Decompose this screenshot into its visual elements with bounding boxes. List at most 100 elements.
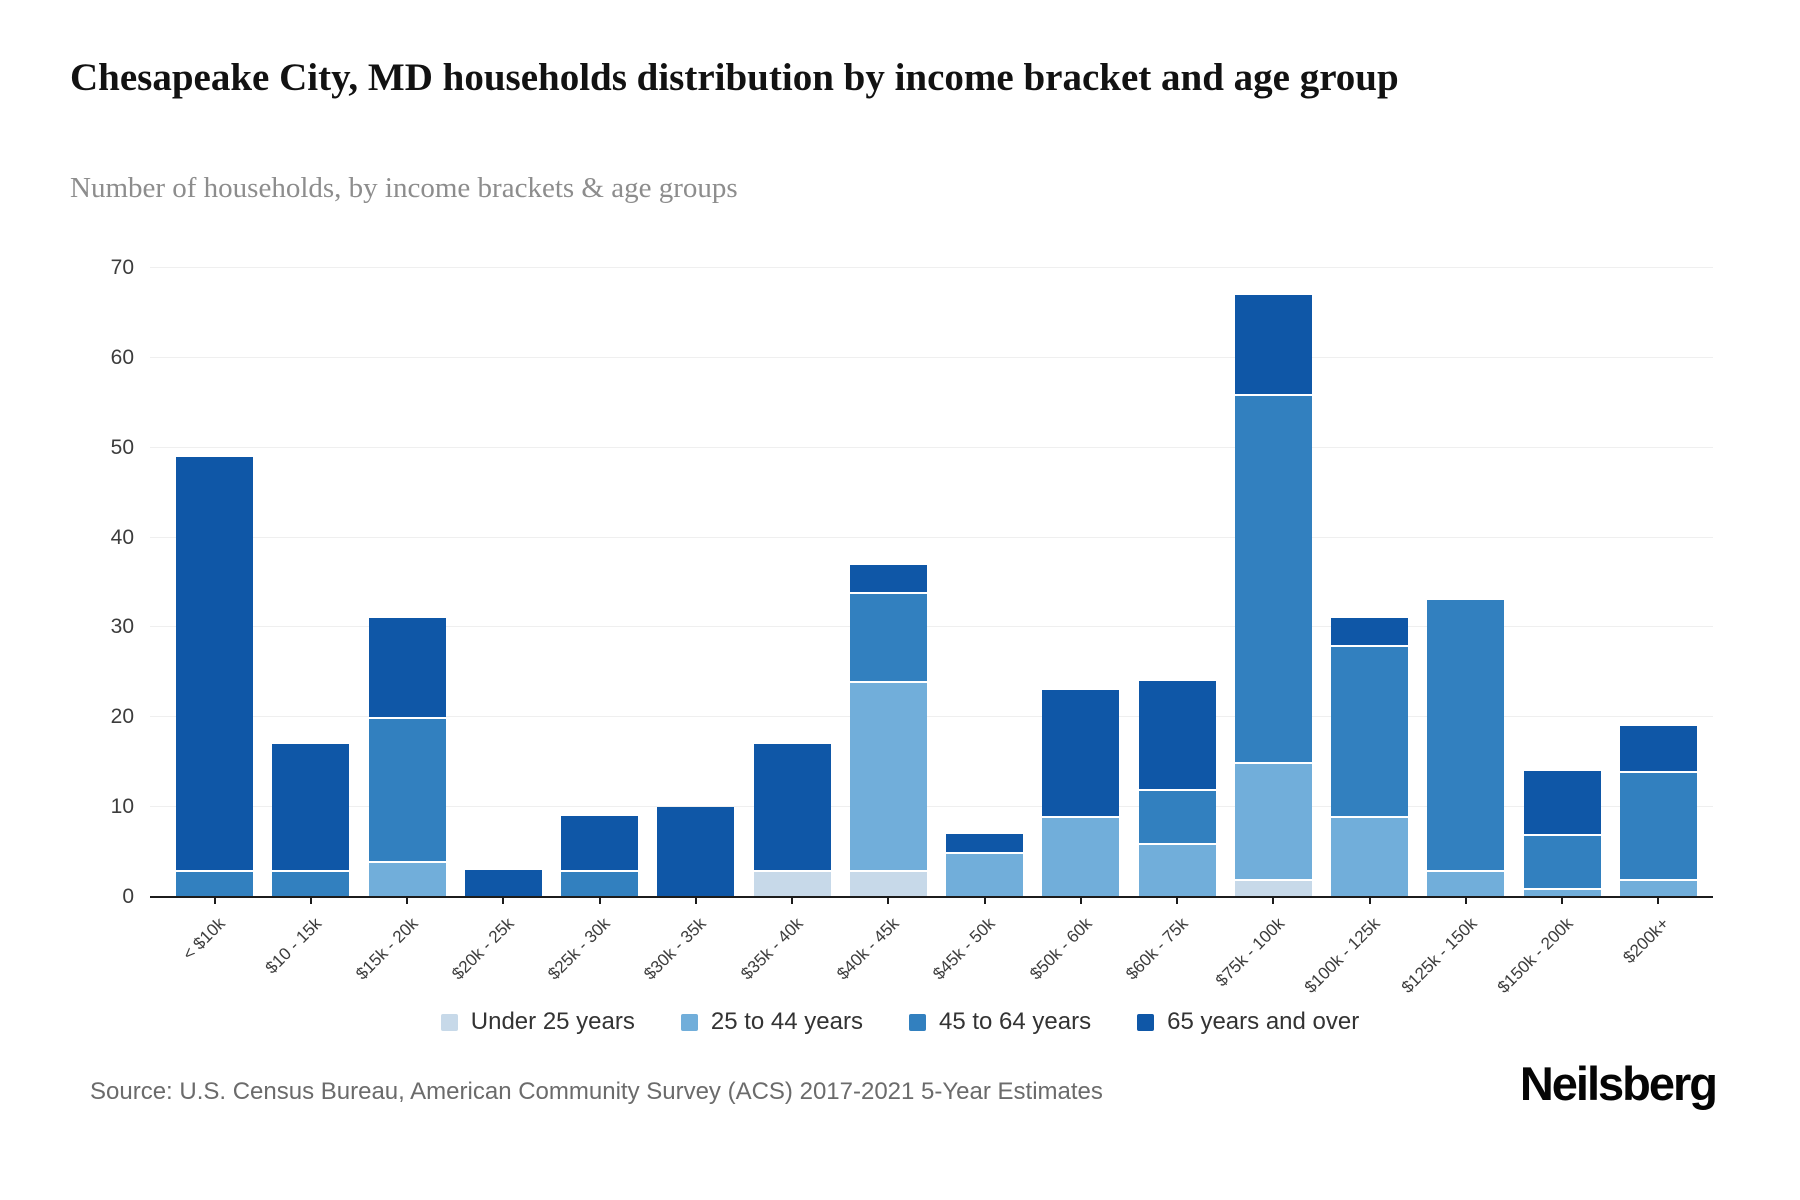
x-axis-label: $75k - 100k (1211, 913, 1288, 991)
legend-label: 25 to 44 years (710, 1008, 863, 1035)
bar-segment-25-to-44-years[interactable] (1427, 870, 1505, 897)
bar-segment-65-years-and-over[interactable] (272, 744, 350, 871)
legend-label: 45 to 64 years (938, 1008, 1092, 1035)
bar-segment-45-to-64-years[interactable] (849, 591, 927, 682)
bar-segment-65-years-and-over[interactable] (1331, 618, 1409, 646)
legend-swatch-icon (680, 1013, 698, 1031)
x-axis-tick (598, 898, 601, 904)
bar-group: $200k+ (1619, 268, 1697, 967)
bar-segment-45-to-64-years[interactable] (368, 717, 446, 862)
y-axis-label-0: 0 (122, 885, 134, 908)
y-axis-label-30: 30 (110, 615, 134, 639)
bar-segment-25-to-44-years[interactable] (368, 861, 446, 897)
x-axis-tick (1368, 898, 1371, 904)
bar-group: $150k - 200k (1494, 268, 1601, 997)
bar-group: $45k - 50k (929, 268, 1024, 984)
bar-segment-65-years-and-over[interactable] (1619, 726, 1697, 772)
legend-swatch-icon (1137, 1013, 1155, 1031)
bar-segment-25-to-44-years[interactable] (1331, 816, 1409, 897)
x-axis-tick (502, 898, 505, 904)
y-axis-label-60: 60 (110, 345, 134, 369)
bar-segment-25-to-44-years[interactable] (946, 852, 1024, 897)
legend-label: Under 25 years (470, 1008, 635, 1035)
x-axis-label: $150k - 200k (1493, 913, 1577, 997)
y-axis-label-40: 40 (110, 525, 134, 549)
x-axis-label: $20k - 25k (448, 913, 518, 984)
bar-segment-45-to-64-years[interactable] (272, 870, 350, 897)
bar-group: $100k - 125k (1301, 268, 1409, 997)
plot-area: 0 10 20 30 40 50 60 70 < $10k $10 - 15k $15k - 20k… (111, 256, 1713, 997)
gridline-10 (150, 806, 1713, 808)
legend-item-25-to-44-years[interactable]: 25 to 44 years (680, 1008, 863, 1036)
x-axis-label: $25k - 30k (544, 913, 614, 984)
y-axis-label-50: 50 (110, 435, 134, 459)
bar-segment-45-to-64-years[interactable] (561, 870, 639, 897)
legend: Under 25 years 25 to 44 years 45 to 64 yea… (0, 1008, 1800, 1036)
x-axis-label: $15k - 20k (351, 913, 422, 984)
bar-segment-65-years-and-over[interactable] (368, 618, 446, 718)
x-axis-label: $30k - 35k (640, 913, 711, 984)
bar-segment-25-to-44-years[interactable] (1138, 843, 1216, 897)
x-axis-tick (694, 898, 697, 904)
bar-group: $60k - 75k (1122, 268, 1216, 984)
y-axis-label-10: 10 (110, 795, 134, 819)
bar-group: $10 - 15k (262, 268, 350, 977)
bar-segment-25-to-44-years[interactable] (1619, 879, 1697, 897)
gridline-50 (150, 446, 1713, 448)
x-axis-tick (1561, 898, 1564, 904)
bar-segment-45-to-64-years[interactable] (1427, 600, 1505, 871)
source-text: Source: U.S. Census Bureau, American Com… (90, 1078, 1103, 1105)
gridline-60 (150, 356, 1713, 358)
chart-subtitle: Number of households, by income brackets… (70, 172, 738, 204)
bar-segment-65-years-and-over[interactable] (657, 807, 735, 897)
gridline-70 (150, 267, 1713, 268)
bar-group: $30k - 35k (641, 268, 735, 984)
bar-group: $50k - 60k (1026, 268, 1120, 984)
legend-swatch-icon (440, 1013, 458, 1031)
bar-segment-65-years-and-over[interactable] (1523, 771, 1601, 835)
x-axis-label: $125k - 150k (1397, 913, 1481, 997)
bar-segment-45-to-64-years[interactable] (1523, 834, 1601, 889)
bar-group: < $10k (176, 268, 253, 964)
bar-segment-65-years-and-over[interactable] (849, 564, 927, 592)
bar-segment-45-to-64-years[interactable] (1234, 393, 1312, 763)
bar-group: $75k - 100k (1212, 268, 1312, 990)
bar-group: $20k - 25k (448, 268, 542, 984)
x-axis-tick (1176, 898, 1179, 904)
bar-segment-65-years-and-over[interactable] (561, 816, 639, 871)
bar-segment-65-years-and-over[interactable] (176, 456, 253, 871)
bar-segment-under-25-years[interactable] (849, 870, 927, 897)
bar-segment-65-years-and-over[interactable] (753, 744, 831, 871)
legend-label: 65 years and over (1167, 1008, 1360, 1035)
legend-item-65-years-and-over[interactable]: 65 years and over (1137, 1008, 1359, 1036)
bar-segment-45-to-64-years[interactable] (1138, 789, 1216, 844)
bar-segment-25-to-44-years[interactable] (1042, 816, 1120, 897)
bar-group: $125k - 150k (1397, 268, 1505, 997)
bar-segment-65-years-and-over[interactable] (1042, 690, 1120, 817)
bar-segment-65-years-and-over[interactable] (1234, 294, 1312, 394)
bar-segment-25-to-44-years[interactable] (1234, 762, 1312, 880)
bar-segment-45-to-64-years[interactable] (176, 870, 253, 897)
bar-segment-65-years-and-over[interactable] (946, 834, 1024, 853)
x-axis-tick (213, 898, 216, 904)
bar-segment-25-to-44-years[interactable] (1523, 888, 1601, 897)
bar-segment-under-25-years[interactable] (753, 870, 831, 897)
bar-group: $40k - 45k (833, 268, 927, 984)
legend-item-under-25-years[interactable]: Under 25 years (440, 1008, 635, 1036)
bar-segment-65-years-and-over[interactable] (1138, 681, 1216, 790)
chart-title: Chesapeake City, MD households distribut… (70, 56, 1399, 99)
bar-segment-65-years-and-over[interactable] (464, 870, 542, 897)
x-axis-line (150, 896, 1713, 898)
legend-item-45-to-64-years[interactable]: 45 to 64 years (908, 1008, 1092, 1036)
x-axis-label: $40k - 45k (833, 913, 903, 984)
bar-segment-45-to-64-years[interactable] (1619, 771, 1697, 880)
x-axis-label: $10 - 15k (261, 913, 326, 978)
brand-logo: Neilsberg (1519, 1057, 1718, 1110)
bar-segment-25-to-44-years[interactable] (849, 681, 927, 871)
bar-segment-under-25-years[interactable] (1234, 879, 1312, 897)
bar-group: $35k - 40k (737, 268, 831, 984)
bar-segment-45-to-64-years[interactable] (1331, 645, 1409, 817)
x-axis-tick (1272, 898, 1275, 904)
gridline-40 (150, 536, 1713, 538)
